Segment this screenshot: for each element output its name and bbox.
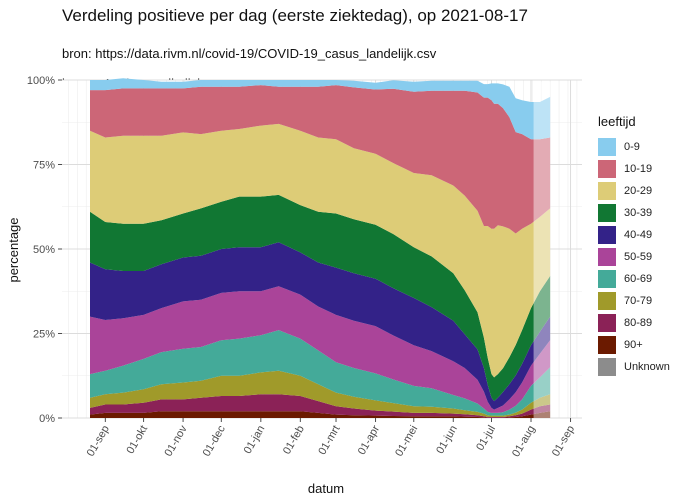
y-tick-layer: 0% 25% 50% 75% 100% (27, 75, 62, 425)
legend-item: 10-19 (598, 159, 670, 179)
legend-item: 0-9 (598, 137, 670, 157)
x-tick-label: 01-aug (510, 424, 538, 460)
legend-swatch (598, 204, 616, 222)
x-tick-label: 01-dec (201, 423, 228, 459)
legend-item: 50-59 (598, 247, 670, 267)
legend-swatch (598, 138, 616, 156)
x-tick-label: 01-jul (474, 423, 498, 452)
area-50-59 (90, 286, 551, 413)
area-layer (90, 78, 551, 418)
legend-label: Unknown (624, 361, 670, 373)
legend-label: 30-39 (624, 207, 653, 219)
legend-swatch (598, 336, 616, 354)
legend-item: 80-89 (598, 313, 670, 333)
legend-label: 50-59 (624, 251, 653, 263)
area-40-49 (90, 242, 551, 410)
y-tick-label: 75% (33, 160, 55, 172)
x-tick-label: 01-feb (281, 424, 307, 457)
y-axis-title: percentage (6, 217, 21, 282)
legend-label: 90+ (624, 339, 643, 351)
area-0-9 (90, 78, 551, 140)
legend-item: 30-39 (598, 203, 670, 223)
legend-title: leeftijd (598, 114, 636, 129)
x-tick-label: 01-jan (242, 424, 268, 456)
legend-items: 0-9 10-19 20-29 30-39 40-49 50-59 60-69 70-79 80… (598, 137, 670, 377)
legend-item: 40-49 (598, 225, 670, 245)
lighter-band (533, 82, 551, 418)
legend-item: 90+ (598, 335, 670, 355)
area-10-19 (90, 85, 551, 234)
x-tick-label: 01-mei (393, 424, 420, 459)
legend-swatch (598, 160, 616, 178)
x-tick-label: 01-apr (356, 423, 382, 457)
legend-label: 60-69 (624, 273, 653, 285)
legend-item: Unknown (598, 357, 670, 377)
legend-swatch (598, 314, 616, 332)
x-tick-label: 01-jun (434, 424, 460, 456)
legend-label: 0-9 (624, 141, 640, 153)
legend-label: 40-49 (624, 229, 653, 241)
x-tick-label: 01-sep (550, 424, 577, 459)
x-tick-label: 01-sep (85, 424, 112, 459)
lighter-recent-days-overlay (533, 82, 551, 418)
legend-swatch (598, 248, 616, 266)
x-tick-layer: 01-sep 01-okt 01-nov 01-dec 01-jan 01-feb 01-m… (85, 418, 577, 459)
legend-swatch (598, 226, 616, 244)
area-20-29 (90, 123, 551, 378)
legend-swatch (598, 182, 616, 200)
legend-item: 60-69 (598, 269, 670, 289)
x-tick-label: 01-okt (124, 424, 150, 456)
legend-item: 20-29 (598, 181, 670, 201)
area-60-69 (90, 330, 551, 416)
legend: leeftijd 0-9 10-19 20-29 30-39 40-49 50-59 60-… (598, 114, 670, 379)
legend-swatch (598, 270, 616, 288)
area-30-39 (90, 194, 551, 402)
y-tick-label: 0% (39, 413, 55, 425)
chart-title: Verdeling positieve per dag (eerste ziek… (62, 6, 528, 25)
y-tick-label: 50% (33, 244, 55, 256)
area-70-79 (90, 370, 551, 417)
legend-swatch (598, 292, 616, 310)
area-80-89 (90, 394, 551, 418)
x-axis-title: datum (308, 481, 344, 496)
legend-swatch (598, 358, 616, 376)
legend-item: 70-79 (598, 291, 670, 311)
legend-label: 10-19 (624, 163, 653, 175)
legend-label: 20-29 (624, 185, 653, 197)
subtitle-line-source: bron: https://data.rivm.nl/covid-19/COVI… (62, 46, 437, 61)
y-tick-label: 100% (27, 75, 55, 87)
legend-label: 70-79 (624, 295, 653, 307)
x-tick-label: 01-mrt (316, 424, 342, 458)
y-tick-label: 25% (33, 329, 55, 341)
x-tick-label: 01-nov (162, 423, 189, 459)
legend-label: 80-89 (624, 317, 653, 329)
